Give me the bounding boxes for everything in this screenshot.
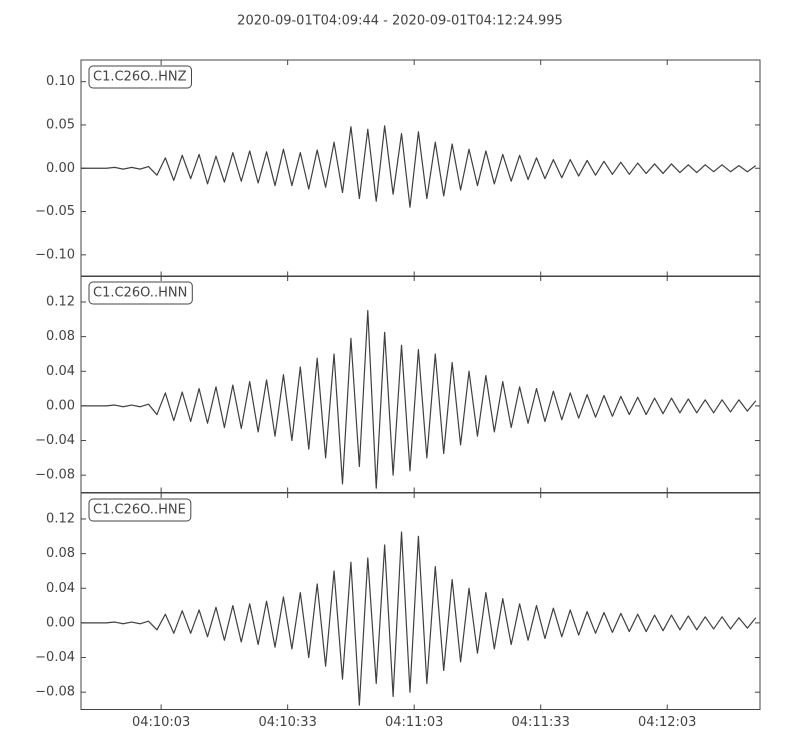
y-tick-label: −0.05 — [35, 204, 75, 219]
chart-title: 2020-09-01T04:09:44 - 2020-09-01T04:12:2… — [237, 14, 563, 29]
x-tick-label: 04:11:33 — [512, 715, 570, 730]
trace-label: C1.C26O..HNN — [93, 286, 187, 301]
y-tick-label: −0.08 — [35, 468, 75, 483]
y-tick-label: 0.00 — [46, 161, 75, 176]
x-tick-label: 04:12:03 — [638, 715, 696, 730]
plot-frame — [80, 492, 761, 710]
y-tick-label: 0.08 — [46, 546, 75, 561]
y-tick-label: −0.04 — [35, 433, 75, 448]
y-tick-label: 0.00 — [46, 398, 75, 413]
trace-label: C1.C26O..HNE — [93, 503, 186, 518]
trace-label-box — [88, 65, 192, 89]
waveform — [81, 310, 757, 489]
trace-label-box — [88, 498, 192, 522]
y-tick-label: 0.08 — [46, 329, 75, 344]
y-tick-label: 0.05 — [46, 117, 75, 132]
trace-label-box — [88, 281, 193, 305]
trace-label: C1.C26O..HNZ — [93, 70, 187, 85]
y-tick-label: 0.12 — [46, 511, 75, 526]
waveform — [81, 125, 757, 208]
y-tick-label: 0.04 — [46, 581, 75, 596]
y-tick-label: 0.10 — [46, 74, 75, 89]
y-tick-label: −0.08 — [35, 685, 75, 700]
y-tick-label: 0.04 — [46, 364, 75, 379]
y-tick-label: −0.10 — [35, 247, 75, 262]
y-tick-label: −0.04 — [35, 650, 75, 665]
x-tick-label: 04:11:03 — [385, 715, 443, 730]
y-tick-label: 0.12 — [46, 294, 75, 309]
waveform — [81, 531, 757, 706]
x-tick-label: 04:10:33 — [258, 715, 316, 730]
x-tick-label: 04:10:03 — [132, 715, 190, 730]
y-tick-label: 0.00 — [46, 615, 75, 630]
